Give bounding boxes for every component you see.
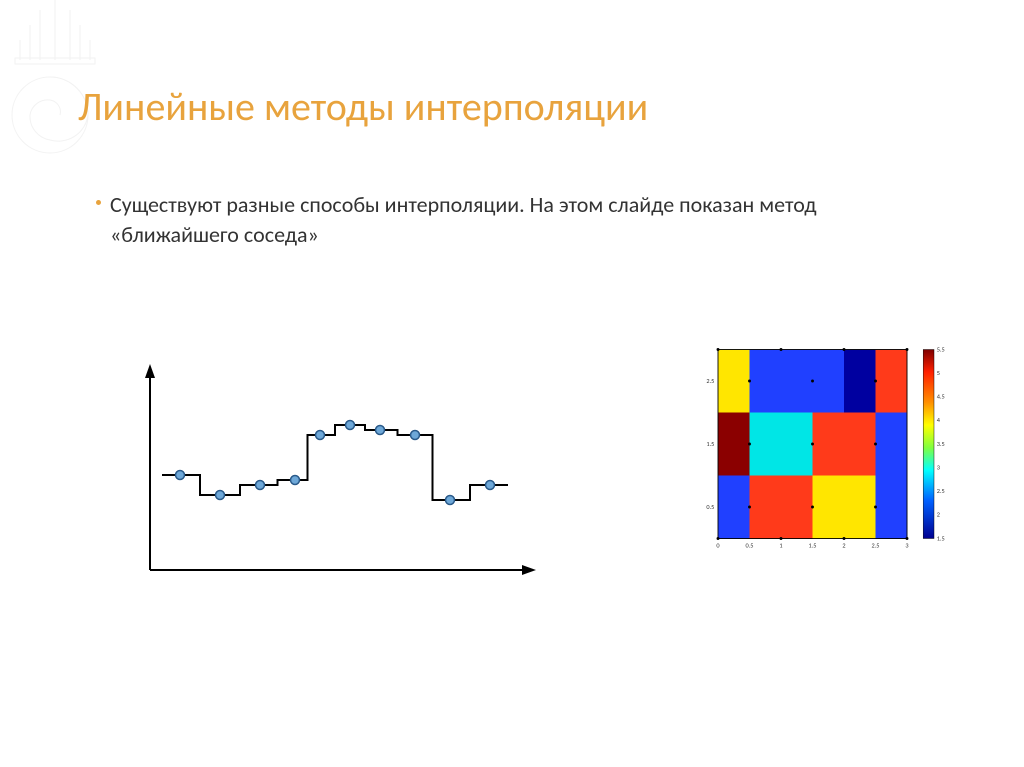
svg-text:0: 0 (716, 542, 720, 550)
heatmap-chart: 0 0.5 1 1.5 2 2.5 3 0.5 1.5 2.5 1.5 2 2.5 3 3.5 4 4.5 5 5… (700, 338, 970, 568)
svg-text:4: 4 (937, 416, 941, 424)
svg-text:0.5: 0.5 (746, 542, 754, 550)
slide-title: Линейные методы интерполяции (78, 82, 648, 131)
svg-text:2.5: 2.5 (937, 487, 945, 495)
svg-text:1: 1 (779, 542, 782, 550)
svg-text:1.5: 1.5 (706, 440, 714, 448)
svg-text:1.5: 1.5 (809, 542, 817, 550)
svg-text:3.5: 3.5 (937, 440, 945, 448)
svg-text:2: 2 (842, 542, 845, 550)
svg-text:2.5: 2.5 (872, 542, 880, 550)
watermark-logo (0, 0, 140, 160)
svg-text:4.5: 4.5 (937, 393, 945, 401)
step-chart (140, 360, 540, 600)
slide-body-text: Существуют разные способы интерполяции. … (110, 190, 870, 249)
svg-text:3: 3 (937, 463, 940, 471)
svg-text:3: 3 (905, 542, 908, 550)
svg-text:0.5: 0.5 (706, 503, 714, 511)
svg-text:5: 5 (937, 369, 940, 377)
svg-text:2: 2 (937, 511, 940, 519)
svg-text:5.5: 5.5 (937, 345, 945, 353)
svg-text:2.5: 2.5 (706, 377, 714, 385)
svg-text:1.5: 1.5 (937, 534, 945, 542)
bullet-icon (96, 200, 101, 205)
